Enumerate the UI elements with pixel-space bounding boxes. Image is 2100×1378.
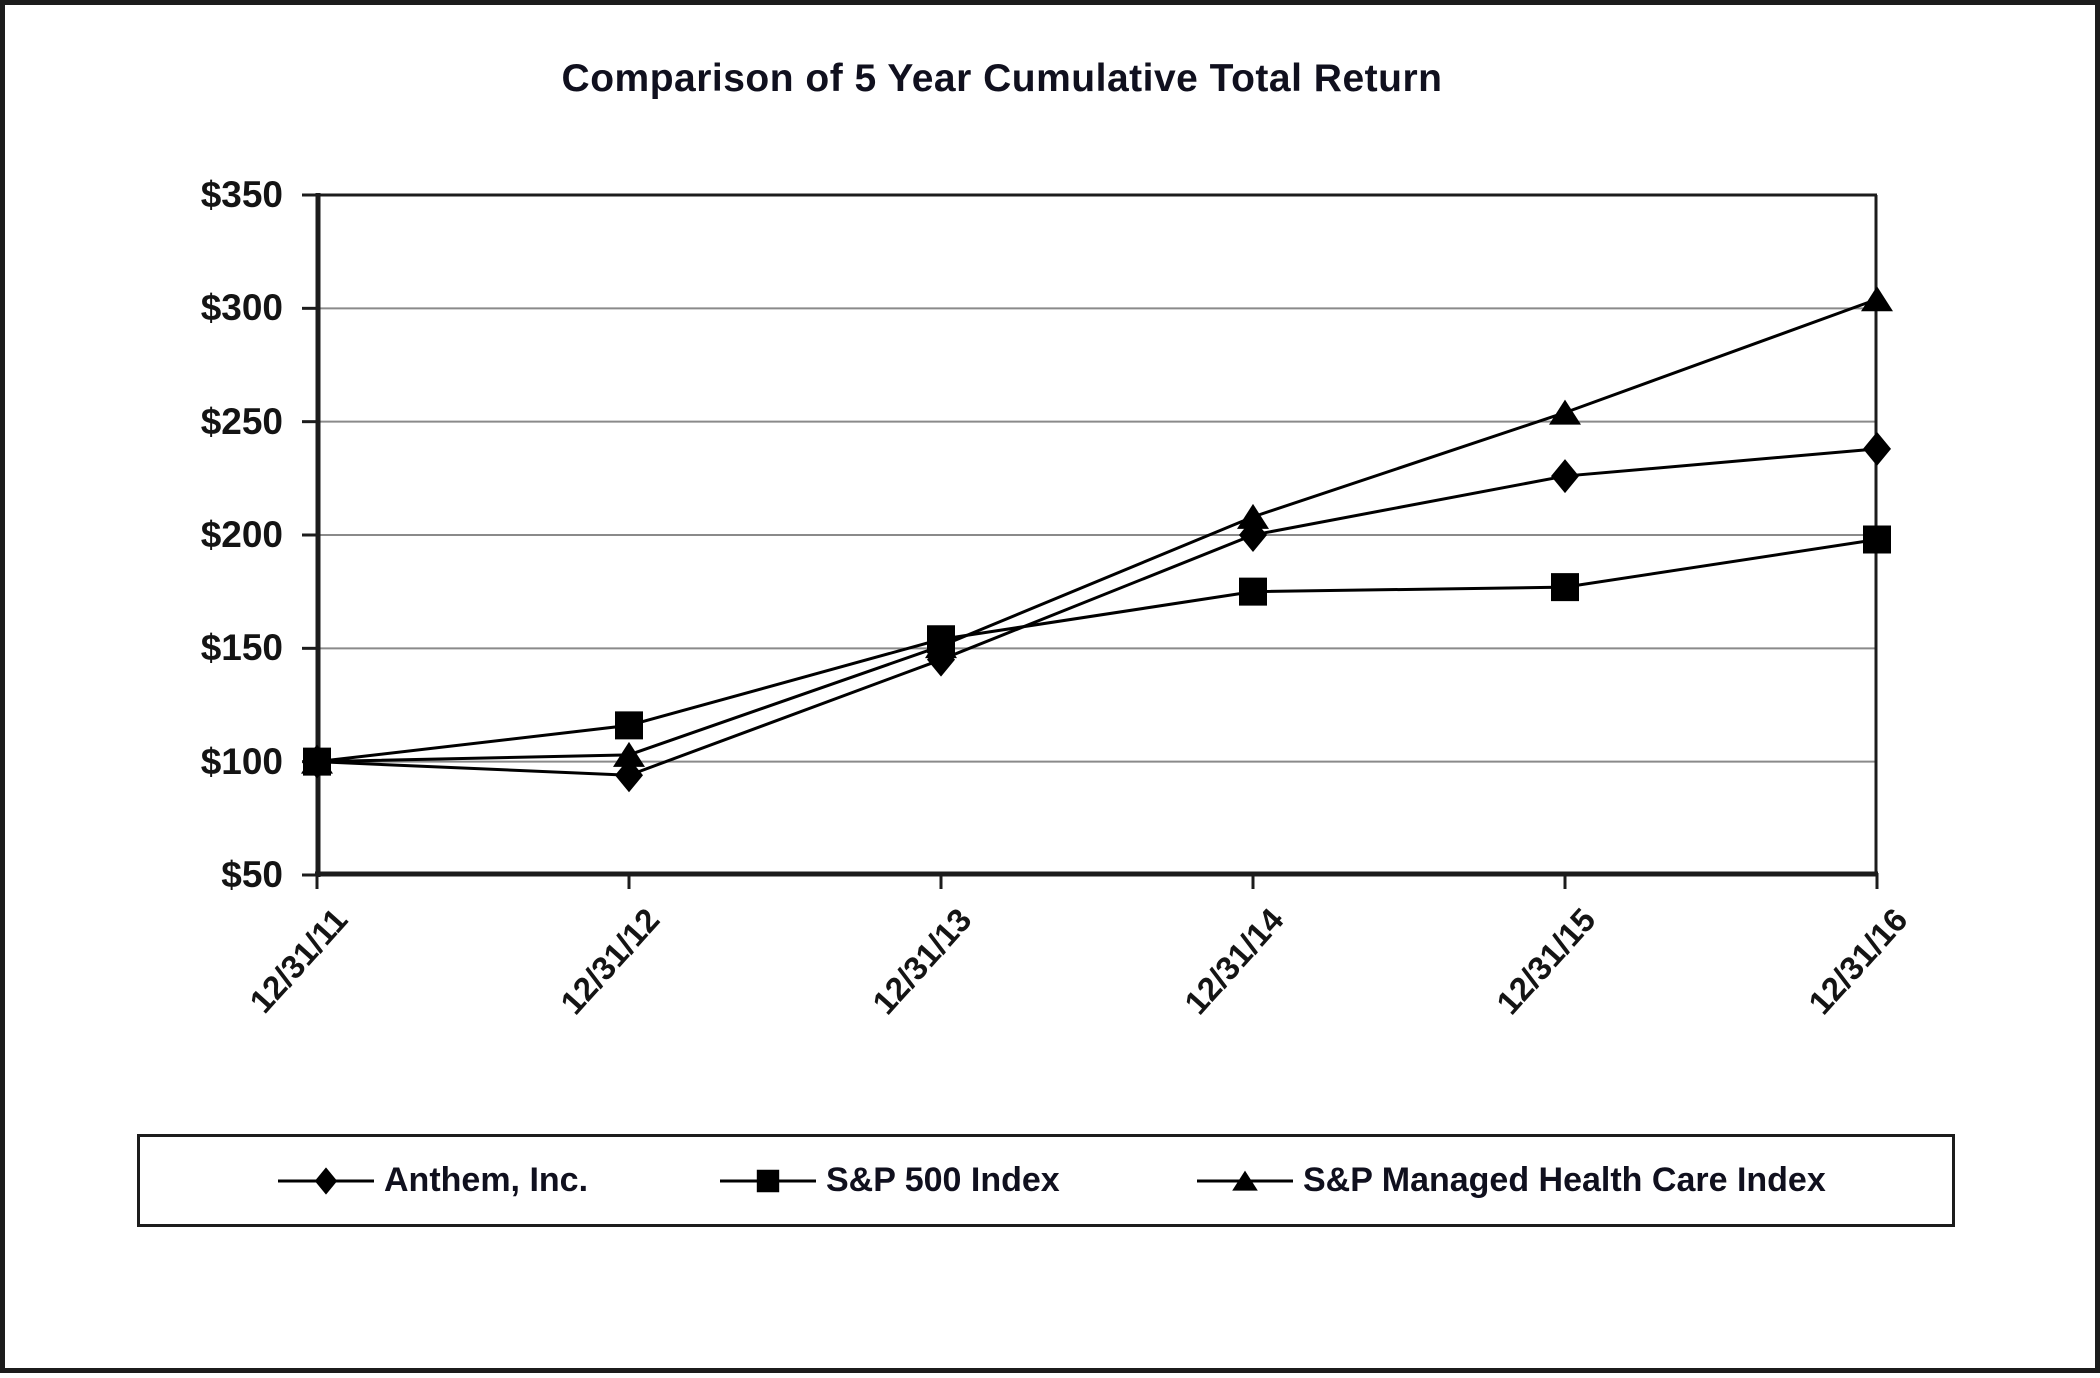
diamond-marker-icon	[1551, 459, 1579, 494]
legend-key-line	[1197, 1170, 1293, 1191]
triangle-marker-icon	[613, 741, 645, 767]
triangle-marker-icon	[925, 633, 957, 659]
legend-label: S&P Managed Health Care Index	[1303, 1161, 1826, 1199]
square-marker-icon	[756, 1169, 780, 1192]
y-tick-label: $150	[200, 627, 283, 669]
y-tick-label: $350	[200, 174, 283, 215]
legend-label: S&P 500 Index	[826, 1161, 1060, 1199]
square-marker-icon	[1551, 573, 1579, 602]
triangle-marker-icon	[1237, 503, 1269, 529]
chart-title: Comparison of 5 Year Cumulative Total Re…	[561, 57, 1443, 100]
diamond-marker-icon	[1863, 431, 1891, 466]
triangle-marker-icon	[1861, 286, 1893, 312]
square-marker-icon	[615, 711, 643, 740]
series-line-s-p-500-index	[316, 538, 1878, 764]
triangle-marker-icon	[1549, 399, 1581, 425]
legend: Anthem, Inc. S&P 500 Index S&P Managed Hea…	[137, 1134, 1955, 1227]
legend-label: Anthem, Inc.	[384, 1161, 589, 1199]
legend-item-s-p-500-index: S&P 500 Index	[720, 1137, 1060, 1224]
diamond-marker-icon	[314, 1166, 338, 1195]
series-line-s-p-managed-health-care-index	[316, 297, 1878, 764]
triangle-marker-icon	[1232, 1170, 1258, 1191]
y-tick-label: $50	[221, 854, 283, 895]
y-tick-label: $300	[200, 287, 283, 329]
square-marker-icon	[1239, 577, 1267, 606]
legend-key-line	[720, 1169, 816, 1192]
legend-key-line	[278, 1166, 374, 1195]
y-tick-label: $250	[200, 400, 283, 442]
square-marker-icon	[1863, 525, 1891, 554]
y-tick-label: $200	[200, 514, 283, 555]
plot-area	[301, 193, 1893, 889]
y-tick-label: $100	[200, 740, 283, 782]
legend-item-anthem-inc: Anthem, Inc.	[278, 1137, 588, 1224]
legend-item-s-p-managed-health-care-index: S&P Managed Health Care Index	[1197, 1137, 1826, 1224]
series-line-anthem-inc	[316, 447, 1878, 777]
triangle-marker-icon	[301, 748, 333, 774]
